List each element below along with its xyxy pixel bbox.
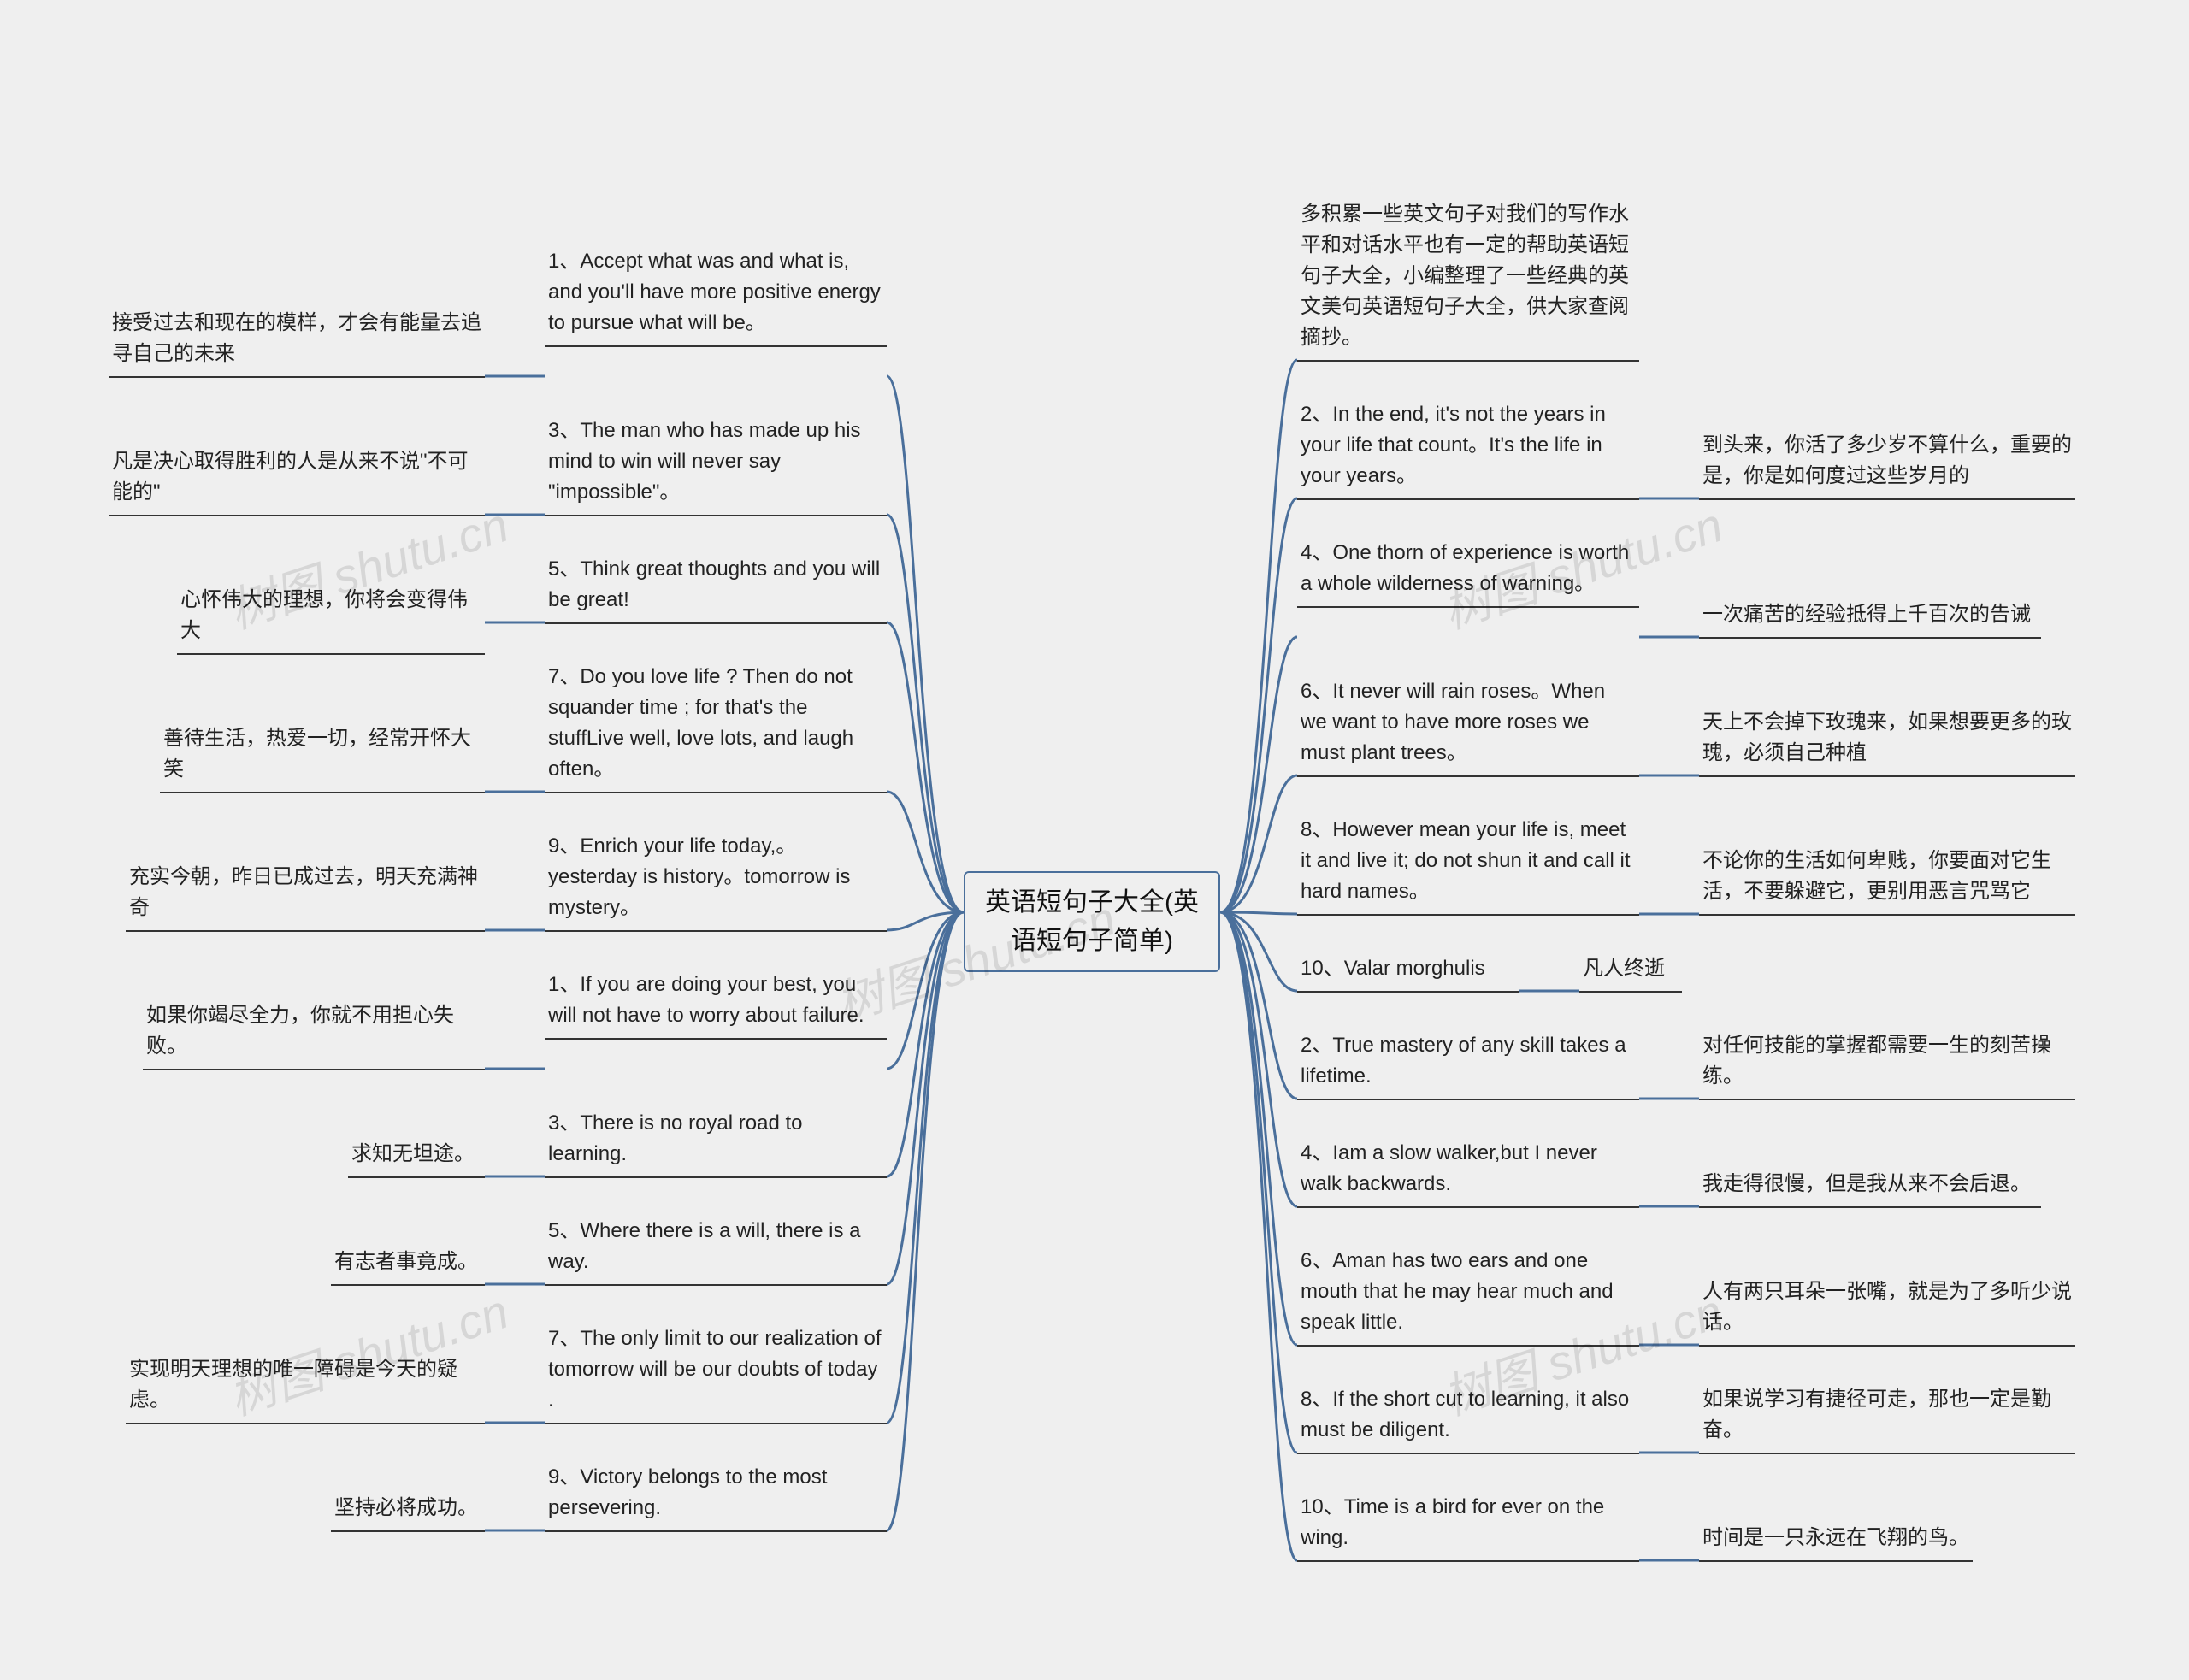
left-inner-6: 3、There is no royal road to learning. bbox=[545, 1103, 887, 1178]
right-inner-1: 2、In the end, it's not the years in your… bbox=[1297, 394, 1639, 500]
left-outer-2: 心怀伟大的理想，你将会变得伟大 bbox=[177, 580, 485, 655]
right-inner-0: 多积累一些英文句子对我们的写作水平和对话水平也有一定的帮助英语短句子大全，小编整… bbox=[1297, 194, 1639, 362]
right-inner-3: 6、It never will rain roses。When we want … bbox=[1297, 671, 1639, 777]
right-outer-7: 我走得很慢，但是我从来不会后退。 bbox=[1699, 1164, 2041, 1208]
right-outer-5: 凡人终逝 bbox=[1579, 948, 1682, 993]
mindmap-canvas: 英语短句子大全(英语短句子简单) 1、Accept what was and w… bbox=[0, 0, 2189, 1680]
left-inner-8: 7、The only limit to our realization of t… bbox=[545, 1318, 887, 1424]
center-node: 英语短句子大全(英语短句子简单) bbox=[964, 871, 1220, 972]
right-outer-8: 人有两只耳朵一张嘴，就是为了多听少说话。 bbox=[1699, 1271, 2075, 1347]
right-outer-4: 不论你的生活如何卑贱，你要面对它生活，不要躲避它，更别用恶言咒骂它 bbox=[1699, 840, 2075, 916]
left-inner-3: 7、Do you love life ? Then do not squande… bbox=[545, 657, 887, 793]
right-outer-1: 到头来，你活了多少岁不算什么，重要的是，你是如何度过这些岁月的 bbox=[1699, 425, 2075, 500]
right-inner-2: 4、One thorn of experience is worth a who… bbox=[1297, 533, 1639, 608]
left-inner-5: 1、If you are doing your best, you will n… bbox=[545, 964, 887, 1040]
left-outer-3: 善待生活，热爱一切，经常开怀大笑 bbox=[160, 718, 485, 793]
left-outer-6: 求知无坦途。 bbox=[348, 1134, 485, 1178]
right-outer-9: 如果说学习有捷径可走，那也一定是勤奋。 bbox=[1699, 1379, 2075, 1454]
right-outer-2: 一次痛苦的经验抵得上千百次的告诫 bbox=[1699, 594, 2041, 639]
left-inner-9: 9、Victory belongs to the most perseverin… bbox=[545, 1457, 887, 1532]
right-inner-10: 10、Time is a bird for ever on the wing. bbox=[1297, 1487, 1639, 1562]
left-outer-9: 坚持必将成功。 bbox=[331, 1488, 485, 1532]
right-inner-5: 10、Valar morghulis bbox=[1297, 948, 1519, 993]
left-outer-4: 充实今朝，昨日已成过去，明天充满神奇 bbox=[126, 857, 485, 932]
right-outer-6: 对任何技能的掌握都需要一生的刻苦操练。 bbox=[1699, 1025, 2075, 1100]
left-inner-7: 5、Where there is a will, there is a way. bbox=[545, 1211, 887, 1286]
right-inner-7: 4、Iam a slow walker,but I never walk bac… bbox=[1297, 1133, 1639, 1208]
left-outer-1: 凡是决心取得胜利的人是从来不说"不可能的" bbox=[109, 441, 485, 516]
left-outer-8: 实现明天理想的唯一障碍是今天的疑虑。 bbox=[126, 1349, 485, 1424]
right-inner-9: 8、If the short cut to learning, it also … bbox=[1297, 1379, 1639, 1454]
right-inner-6: 2、True mastery of any skill takes a life… bbox=[1297, 1025, 1639, 1100]
left-inner-2: 5、Think great thoughts and you will be g… bbox=[545, 549, 887, 624]
right-inner-4: 8、However mean your life is, meet it and… bbox=[1297, 810, 1639, 916]
left-inner-0: 1、Accept what was and what is, and you'l… bbox=[545, 241, 887, 347]
left-inner-1: 3、The man who has made up his mind to wi… bbox=[545, 410, 887, 516]
left-inner-4: 9、Enrich your life today,。yesterday is h… bbox=[545, 826, 887, 932]
right-inner-8: 6、Aman has two ears and one mouth that h… bbox=[1297, 1241, 1639, 1347]
left-outer-0: 接受过去和现在的模样，才会有能量去追寻自己的未来 bbox=[109, 303, 485, 378]
left-outer-5: 如果你竭尽全力，你就不用担心失败。 bbox=[143, 995, 485, 1070]
right-outer-3: 天上不会掉下玫瑰来，如果想要更多的玫瑰，必须自己种植 bbox=[1699, 702, 2075, 777]
left-outer-7: 有志者事竟成。 bbox=[331, 1241, 485, 1286]
right-outer-10: 时间是一只永远在飞翔的鸟。 bbox=[1699, 1518, 1973, 1562]
